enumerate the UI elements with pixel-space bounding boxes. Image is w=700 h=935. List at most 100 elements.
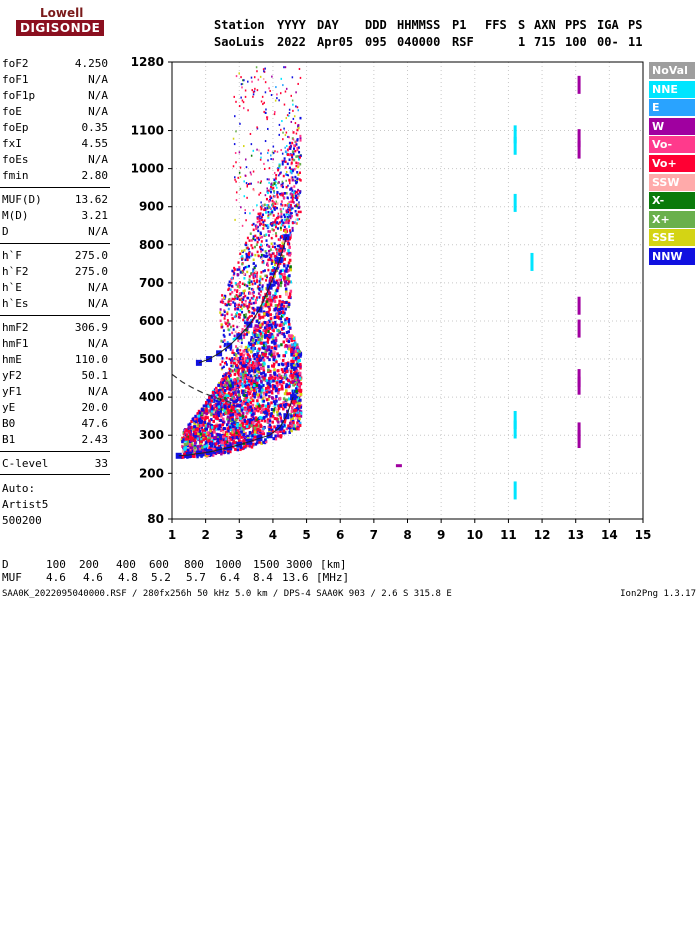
echo-mark: [278, 133, 281, 136]
echo-mark: [256, 89, 259, 92]
echo-mark: [238, 72, 240, 75]
echo-mark: [232, 400, 236, 404]
echo-mark: [256, 324, 259, 328]
echo-mark: [278, 414, 282, 418]
echo-mark: [278, 174, 280, 177]
echo-mark: [225, 432, 229, 436]
echo-mark: [294, 378, 298, 382]
echo-mark: [260, 207, 263, 211]
echo-mark: [248, 292, 251, 295]
echo-mark: [238, 433, 242, 437]
echo-mark: [243, 249, 246, 252]
echo-mark: [243, 377, 247, 381]
echo-mark: [257, 427, 260, 431]
echo-mark: [293, 167, 296, 171]
parameter-separator: [0, 187, 110, 188]
echo-mark: [256, 240, 259, 244]
echo-mark: [271, 75, 273, 78]
echo-mark: [271, 335, 275, 339]
echo-mark: [269, 376, 273, 380]
echo-mark: [297, 389, 301, 393]
echo-mark: [254, 298, 257, 302]
echo-mark: [222, 412, 225, 416]
echo-mark: [289, 145, 292, 148]
echo-mark: [238, 281, 241, 284]
echo-mark: [281, 310, 285, 314]
echo-mark: [196, 437, 200, 441]
echo-mark: [265, 211, 268, 214]
echo-mark: [262, 358, 266, 362]
echo-mark: [230, 409, 233, 413]
echo-mark: [246, 284, 249, 288]
echo-mark: [253, 366, 256, 370]
muf-d-unit: [km]: [320, 558, 347, 571]
echo-mark: [195, 418, 199, 422]
echo-mark: [234, 337, 237, 340]
echo-bar: [577, 430, 581, 449]
echo-mark: [259, 191, 262, 194]
echo-mark: [197, 435, 200, 439]
parameter-row: B1 2.43: [2, 432, 108, 448]
echo-mark: [238, 418, 242, 422]
echo-mark: [223, 450, 227, 454]
echo-mark: [220, 325, 223, 329]
echo-mark: [221, 403, 225, 407]
echo-bar: [577, 75, 581, 94]
echo-mark: [275, 234, 278, 238]
echo-mark: [265, 197, 268, 201]
echo-mark: [251, 341, 254, 345]
echo-mark: [224, 384, 227, 388]
echo-mark: [224, 388, 227, 392]
echo-mark: [271, 396, 274, 400]
echo-mark: [299, 405, 303, 409]
echo-mark: [272, 223, 275, 226]
echo-mark: [279, 208, 282, 211]
echo-mark: [270, 154, 272, 157]
echo-mark: [283, 362, 287, 366]
echo-mark: [240, 338, 243, 341]
echo-mark: [268, 295, 272, 299]
echo-mark: [228, 367, 231, 371]
echo-mark: [194, 435, 198, 439]
echo-mark: [245, 284, 248, 287]
echo-mark: [298, 417, 301, 421]
echo-mark: [270, 276, 273, 279]
echo-mark: [278, 308, 282, 312]
echo-mark: [247, 109, 249, 112]
echo-mark: [267, 230, 270, 233]
echo-mark: [295, 414, 299, 418]
echo-mark: [274, 99, 277, 102]
echo-mark: [259, 247, 262, 251]
echo-mark: [251, 399, 255, 403]
echo-mark: [232, 165, 235, 168]
echo-mark: [262, 410, 266, 414]
echo-mark: [244, 299, 247, 303]
echo-mark: [254, 253, 257, 257]
echo-mark: [292, 138, 295, 141]
echo-mark: [259, 423, 262, 427]
echo-mark: [240, 206, 242, 209]
echo-mark: [266, 340, 269, 344]
echo-mark: [243, 397, 246, 401]
echo-mark: [233, 357, 236, 360]
echo-mark: [256, 328, 260, 332]
echo-mark: [223, 310, 226, 314]
echo-mark: [217, 405, 221, 409]
echo-mark: [296, 346, 299, 350]
echo-mark: [270, 236, 273, 240]
echo-mark: [248, 239, 251, 242]
echo-mark: [244, 345, 248, 349]
echo-mark: [270, 391, 274, 395]
echo-mark: [253, 379, 257, 383]
echo-mark: [279, 92, 282, 95]
echo-mark: [251, 434, 254, 438]
echo-mark: [245, 376, 249, 380]
parameter-name: hmF2: [2, 321, 29, 334]
echo-mark: [266, 178, 269, 181]
echo-mark: [287, 268, 290, 272]
echo-mark: [267, 289, 270, 293]
echo-mark: [257, 354, 261, 358]
echo-mark: [286, 162, 289, 166]
echo-mark: [281, 244, 284, 248]
echo-mark: [284, 321, 287, 325]
